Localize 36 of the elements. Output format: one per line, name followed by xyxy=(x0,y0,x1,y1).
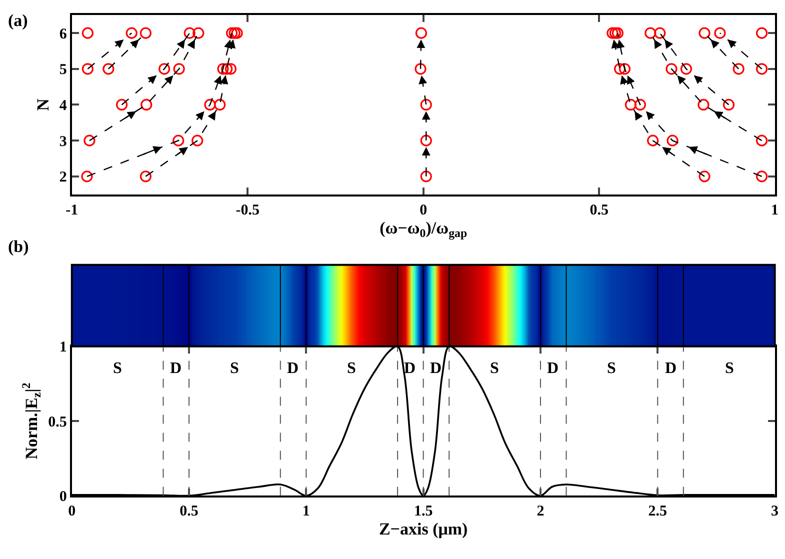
x-tick-label: 0 xyxy=(420,202,428,218)
annotation: D xyxy=(287,360,299,377)
annotation: D xyxy=(665,360,677,377)
annotation: S xyxy=(347,360,356,377)
text: (b) xyxy=(8,237,29,256)
x-tick-label: 0.5 xyxy=(180,504,198,520)
annotation: D xyxy=(430,360,442,377)
annotation: S xyxy=(113,360,122,377)
x-tick-label: -1 xyxy=(66,202,78,218)
x-axis-title: Z−axis (μm) xyxy=(378,520,468,539)
y-tick-label: 0 xyxy=(59,488,67,505)
text: (a) xyxy=(8,11,28,30)
x-tick-label: 1 xyxy=(771,202,779,218)
x-tick-label: 1.5 xyxy=(414,504,433,520)
y-tick-label: 6 xyxy=(59,26,68,42)
annotation: S xyxy=(490,360,499,377)
annotation: D xyxy=(404,360,416,377)
annotation: S xyxy=(607,360,616,377)
x-tick-label: 3 xyxy=(771,504,779,520)
x-tick-label: 1 xyxy=(302,504,310,520)
y-tick-label: 5 xyxy=(59,62,67,78)
y-tick-label: 2 xyxy=(59,170,67,186)
y-tick-label: 1 xyxy=(59,340,67,356)
x-tick-label: 0.5 xyxy=(590,202,608,218)
annotation: S xyxy=(725,360,734,377)
x-tick-label: 2 xyxy=(536,504,544,520)
y-tick-label: 0.5 xyxy=(48,414,67,430)
y-axis-title: N xyxy=(33,98,52,111)
annotation: D xyxy=(547,360,559,377)
y-tick-label: 4 xyxy=(59,98,68,114)
x-tick-label: -0.5 xyxy=(236,202,260,218)
x-axis-title: (ω−ω$_{0}$)/ω$_{gap}$ xyxy=(380,218,468,240)
annotation: S xyxy=(230,360,239,377)
annotation: D xyxy=(170,360,182,377)
x-tick-label: 2.5 xyxy=(648,504,668,520)
y-tick-label: 3 xyxy=(59,134,67,150)
